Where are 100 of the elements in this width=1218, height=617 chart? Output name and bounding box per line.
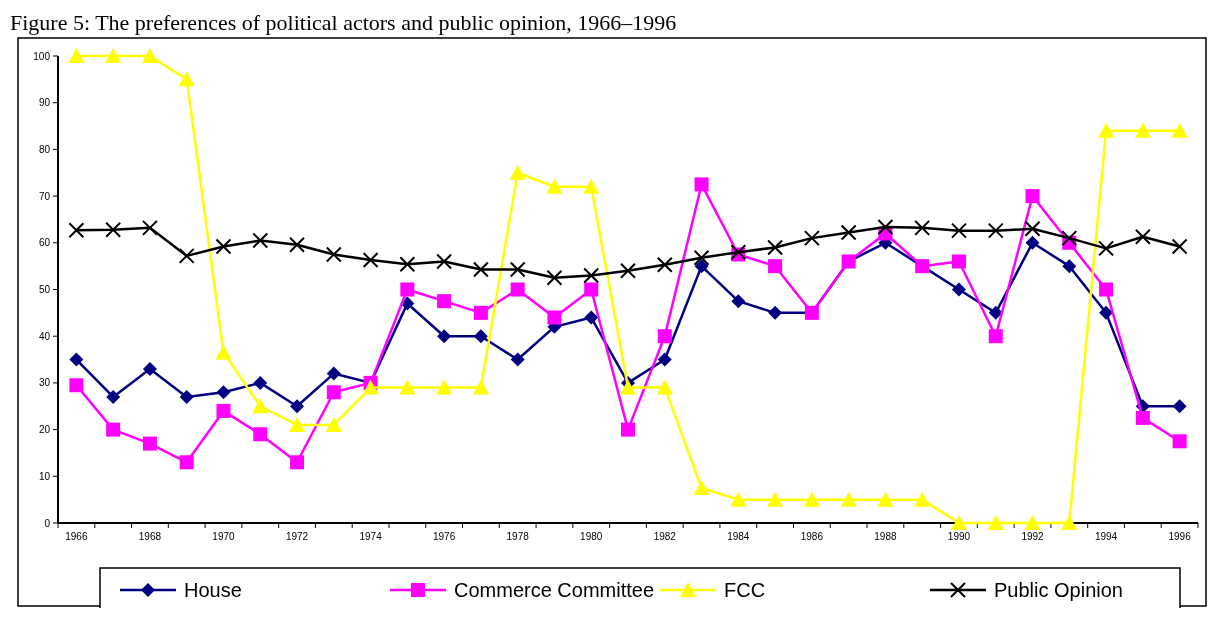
point <box>178 71 195 87</box>
point <box>583 267 600 284</box>
x-tick-label: 1978 <box>506 531 530 542</box>
point <box>436 253 453 270</box>
y-tick-label: 10 <box>38 470 51 482</box>
point <box>987 515 1004 530</box>
x-tick-label: 1974 <box>359 531 383 542</box>
point <box>215 344 232 360</box>
point <box>105 48 122 63</box>
x-tick-label: 1984 <box>727 531 750 542</box>
chart-title: Figure 5: The preferences of political actors and public opinion, 1966–1996 <box>10 10 677 35</box>
point <box>69 352 84 367</box>
point <box>473 329 488 344</box>
x-tick-label: 1986 <box>800 531 824 542</box>
x-tick-label: 1990 <box>947 531 971 542</box>
point <box>546 178 563 194</box>
point <box>1171 122 1188 138</box>
point <box>1024 515 1041 530</box>
point <box>325 416 342 432</box>
point <box>1134 228 1151 245</box>
point <box>69 378 84 393</box>
point <box>289 416 306 432</box>
y-tick-label: 100 <box>33 50 51 62</box>
point <box>621 422 635 437</box>
point <box>840 491 857 507</box>
point <box>693 479 710 495</box>
point <box>1171 238 1188 255</box>
point <box>877 218 894 235</box>
point <box>1172 434 1187 449</box>
point <box>510 352 525 367</box>
point <box>1025 189 1040 204</box>
point <box>436 379 453 395</box>
y-tick-label: 80 <box>38 143 51 155</box>
point <box>142 436 157 451</box>
x-tick-label: 1970 <box>212 531 236 542</box>
point <box>584 310 599 325</box>
point <box>987 222 1004 239</box>
x-tick-label: 1996 <box>1168 531 1192 542</box>
point <box>509 164 526 180</box>
point <box>68 222 85 239</box>
point <box>877 491 894 507</box>
point <box>179 455 194 470</box>
point <box>252 232 269 249</box>
point <box>656 256 673 273</box>
point <box>216 403 231 418</box>
point <box>68 48 85 63</box>
legend-label: Commerce Committee <box>454 579 655 601</box>
point <box>583 178 600 194</box>
point <box>252 398 269 414</box>
x-tick-label: 1994 <box>1094 531 1118 542</box>
x-tick-label: 1988 <box>874 531 897 542</box>
point <box>1062 259 1077 274</box>
point <box>437 329 452 344</box>
point <box>253 375 268 390</box>
point <box>253 427 268 442</box>
point <box>326 385 341 400</box>
point <box>1061 230 1078 247</box>
point <box>472 261 489 278</box>
point <box>1098 240 1115 257</box>
point <box>105 221 122 238</box>
y-tick-label: 90 <box>38 97 51 109</box>
x-tick-label: 1982 <box>653 531 677 542</box>
legend-label: FCC <box>724 579 766 601</box>
point <box>693 249 710 266</box>
x-tick-label: 1966 <box>65 531 88 542</box>
point <box>988 305 1003 320</box>
point <box>620 262 636 279</box>
point <box>1025 235 1040 250</box>
point <box>1099 282 1114 297</box>
point <box>1098 122 1115 138</box>
point <box>178 247 195 264</box>
point <box>951 254 966 269</box>
point <box>914 491 931 507</box>
point <box>472 379 489 395</box>
point <box>509 261 526 278</box>
point <box>914 219 931 236</box>
y-tick-label: 20 <box>38 424 51 436</box>
point <box>326 366 341 381</box>
x-tick-label: 1976 <box>433 531 456 542</box>
point <box>142 361 157 376</box>
x-tick-label: 1980 <box>580 531 603 542</box>
point <box>767 491 784 507</box>
y-tick-label: 60 <box>38 237 51 249</box>
point <box>951 282 966 297</box>
legend-label: House <box>184 579 242 601</box>
y-tick-label: 40 <box>38 330 51 342</box>
x-tick-label: 1992 <box>1021 531 1045 542</box>
point <box>1061 515 1078 530</box>
point <box>179 389 194 404</box>
point <box>362 252 379 269</box>
point <box>694 177 709 192</box>
point <box>1024 220 1041 237</box>
y-tick-label: 70 <box>38 190 51 202</box>
point <box>215 238 232 255</box>
y-tick-label: 0 <box>44 517 51 529</box>
point <box>141 48 158 63</box>
point <box>803 491 820 507</box>
legend-label: Public Opinion <box>994 579 1123 601</box>
point <box>768 305 783 320</box>
point <box>362 379 379 395</box>
